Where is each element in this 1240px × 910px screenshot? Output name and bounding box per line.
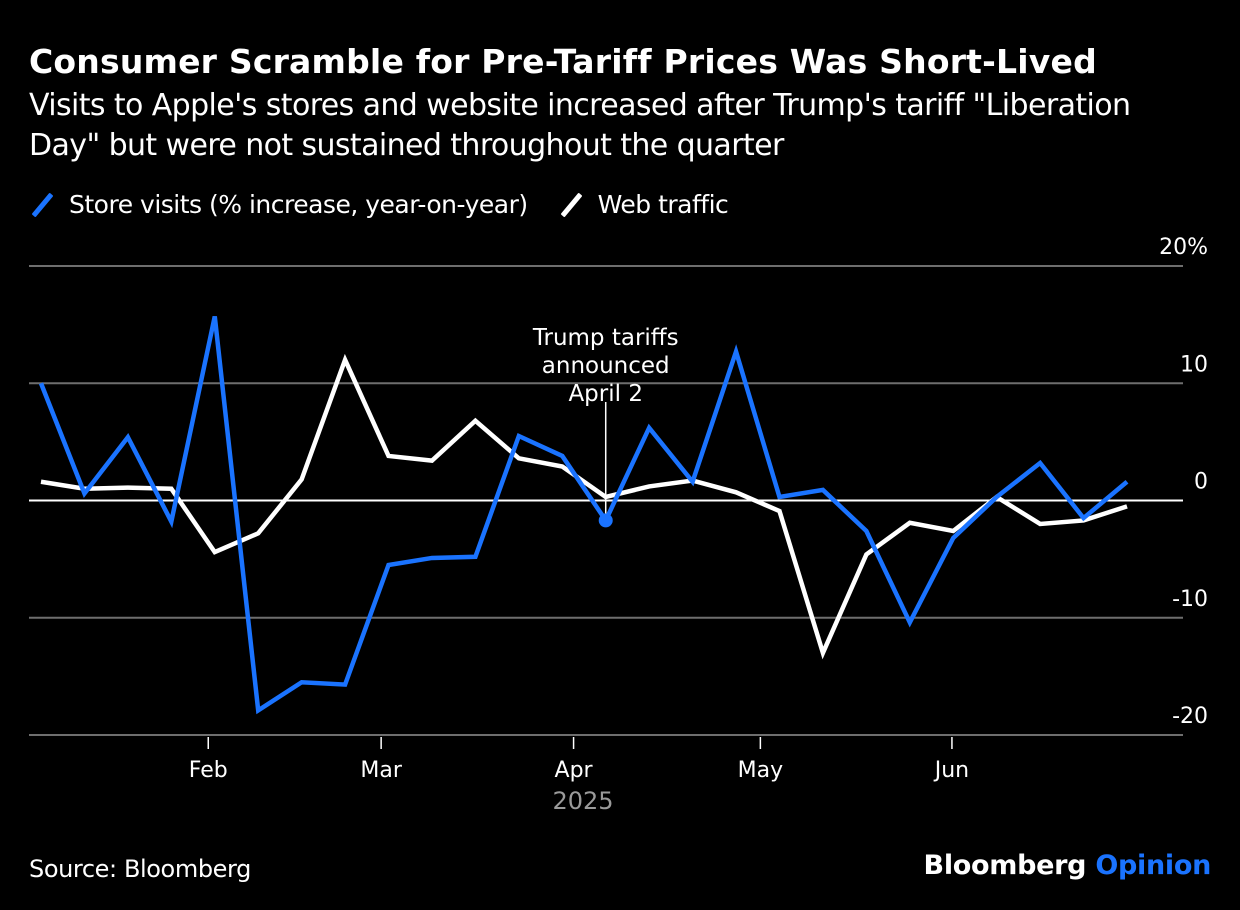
brand-name: Bloomberg [923, 850, 1087, 881]
y-tick-label: 20% [1159, 235, 1208, 260]
series-lines [38, 315, 1129, 715]
legend: Store visits (% increase, year-on-year) … [29, 190, 758, 219]
brand-product: Opinion [1095, 850, 1211, 881]
y-tick-label: 10 [1180, 352, 1208, 377]
chart-subtitle: Visits to Apple's stores and website inc… [29, 88, 1131, 163]
y-axis-ticks: 20% 10 0 -10 -20 [1159, 235, 1208, 729]
legend-label: Web traffic [597, 190, 729, 219]
x-tick-label: May [738, 758, 783, 783]
x-tick-label: Apr [555, 758, 594, 783]
y-tick-label: -10 [1172, 587, 1208, 612]
x-tick-label: Mar [360, 758, 402, 783]
x-axis-ticks: Feb Mar Apr May Jun [189, 737, 969, 783]
y-tick-label: 0 [1194, 470, 1208, 495]
x-axis-label: 2025 [552, 787, 613, 815]
x-tick-label: Feb [189, 758, 228, 783]
annotation-marker [598, 513, 613, 528]
store-visits-line [38, 315, 1129, 715]
annotation-text: Trump tariffs [532, 325, 679, 351]
source-note: Source: Bloomberg [29, 855, 251, 883]
legend-label: Store visits (% increase, year-on-year) [69, 190, 528, 219]
chart-title: Consumer Scramble for Pre-Tariff Prices … [29, 42, 1097, 81]
legend-item-web-traffic: Web traffic [558, 190, 729, 219]
legend-item-store-visits: Store visits (% increase, year-on-year) [29, 190, 528, 219]
annotation-text: announced [542, 353, 670, 379]
x-tick-label: Jun [933, 758, 969, 783]
brand-logo: Bloomberg Opinion [923, 850, 1212, 881]
annotation-text: April 2 [568, 381, 643, 407]
web-traffic-line [40, 353, 1128, 660]
y-tick-label: -20 [1172, 704, 1208, 729]
